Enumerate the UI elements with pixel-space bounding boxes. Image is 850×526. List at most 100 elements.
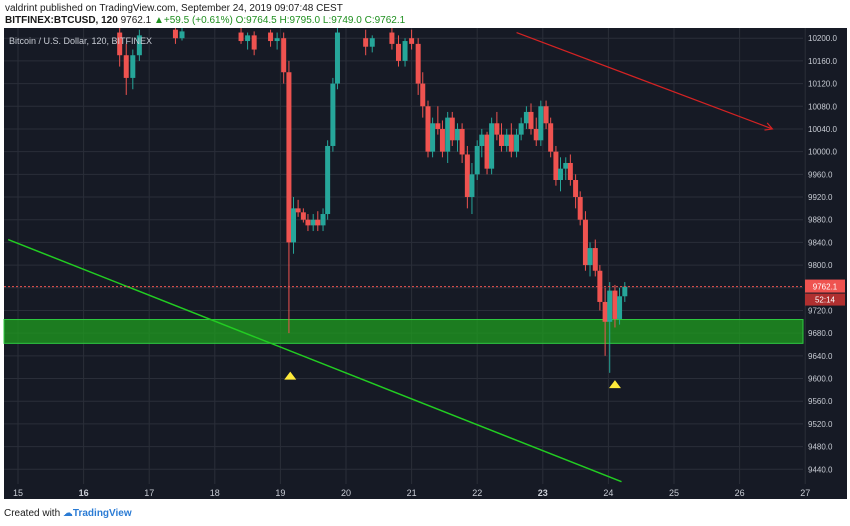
candle-body [274,38,280,42]
price-tick-label: 9920.0 [808,193,833,202]
countdown-badge [805,293,845,306]
candle-body [508,134,514,152]
candle-body [409,38,415,44]
candle-body [286,72,292,243]
candle-body [117,32,123,56]
candle-body [563,162,569,169]
candle-body [543,106,549,124]
last-price-badge [805,279,845,293]
price-tick-label: 10080.0 [808,102,837,111]
high-label: H:9795.0 [279,15,321,26]
candle-body [587,248,593,266]
close-label: C:9762.1 [364,15,406,26]
candle-body [558,168,564,180]
price-axis: 10200.0 10160.0 10120.0 10080.0 10040.0 10000… [805,34,845,474]
created-with-label: Created with [4,508,61,519]
candle-body [479,134,485,146]
candle-body [538,106,544,141]
candle-body [597,270,603,302]
support-zone [3,319,804,344]
candle-body [238,32,244,42]
candle-body [425,106,431,152]
candle-body [484,134,490,169]
date-tick-label: 24 [603,488,613,498]
price-tick-label: 9880.0 [808,216,833,225]
candle-body [528,111,534,129]
candle-body [602,301,608,322]
price-tick-label: 9600.0 [808,375,833,384]
publish-info: valdrint published on TradingView.com, S… [5,3,343,14]
date-tick-label: 15 [13,488,23,498]
price-tick-label: 9520.0 [808,420,833,429]
candle-body [504,134,510,146]
publish-text: published on TradingView.com, September … [37,3,343,14]
candle-body [363,38,369,47]
candle-body [459,128,465,155]
candle-body [567,162,573,180]
candle-body [136,35,142,56]
plot-background [4,28,803,484]
time-axis: 15 16 17 18 19 20 21 22 23 24 25 26 27 [13,488,810,498]
tradingview-brand[interactable]: TradingView [72,508,132,519]
candle-body [449,117,455,141]
price-tick-label: 9840.0 [808,238,833,247]
candle-body [395,43,401,61]
footer: Created with ☁TradingView [4,508,132,519]
price-axis-panel[interactable] [803,28,847,499]
up-triangle-icon: ▲ [153,15,164,26]
candle-body [300,212,306,220]
candle-body [612,290,618,319]
candle-body [245,35,251,42]
candle-body [533,128,539,141]
candle-body [123,55,129,78]
date-tick-label: 18 [210,488,220,498]
candle-body [310,219,316,226]
candlestick-chart[interactable]: 10200.0 10160.0 10120.0 10080.0 10040.0 10000… [0,28,850,504]
price-tick-label: 9720.0 [808,306,833,315]
price-tick-label: 9960.0 [808,170,833,179]
candle-body [445,117,451,152]
candle-body [325,145,331,215]
candle-body [291,208,297,243]
candle-body [179,31,185,39]
trend-arrow-head [764,122,774,131]
candle-body [489,123,495,169]
change-label: +59.5 (+0.61%) [163,15,233,26]
price-tick-label: 9640.0 [808,352,833,361]
candle-body [251,35,257,50]
candle-body [281,38,287,73]
time-axis-panel[interactable] [4,484,803,499]
price-tick-label: 10000.0 [808,148,837,157]
candle-body [607,290,613,322]
candle-body [172,29,178,39]
last-price-label: 9762.1 [813,283,838,292]
candle-body [498,134,504,146]
date-tick-label: 22 [472,488,482,498]
candle-body [402,41,408,61]
ohlc-bar: BITFINEX:BTCUSD, 120 9762.1 ▲+59.5 (+0.6… [5,15,405,26]
author-name[interactable]: valdrint [5,3,38,14]
candle-body [295,208,301,213]
candle-body [415,43,421,84]
candle-body [439,128,445,152]
price-tick-label: 10040.0 [808,125,837,134]
drawing-overlays [4,31,803,483]
candle-body [320,214,326,226]
trend-arrow-line [516,31,773,130]
candle-body [548,123,554,152]
chart-title: Bitcoin / U.S. Dollar, 120, BITFINEX [9,36,152,46]
price-tick-label: 9680.0 [808,329,833,338]
price-tick-label: 10200.0 [808,34,837,43]
date-tick-label: 23 [538,488,548,498]
date-tick-label: 21 [407,488,417,498]
date-tick-label: 19 [275,488,285,498]
candle-body [494,123,500,135]
triangle-marker [608,380,621,389]
price-tick-label: 9800.0 [808,261,833,270]
price-tick-label: 10160.0 [808,57,837,66]
candle-body [622,286,628,297]
candle-body [474,145,480,175]
candle-body [553,151,559,180]
candle-body [518,123,524,135]
candle-body [430,123,436,152]
